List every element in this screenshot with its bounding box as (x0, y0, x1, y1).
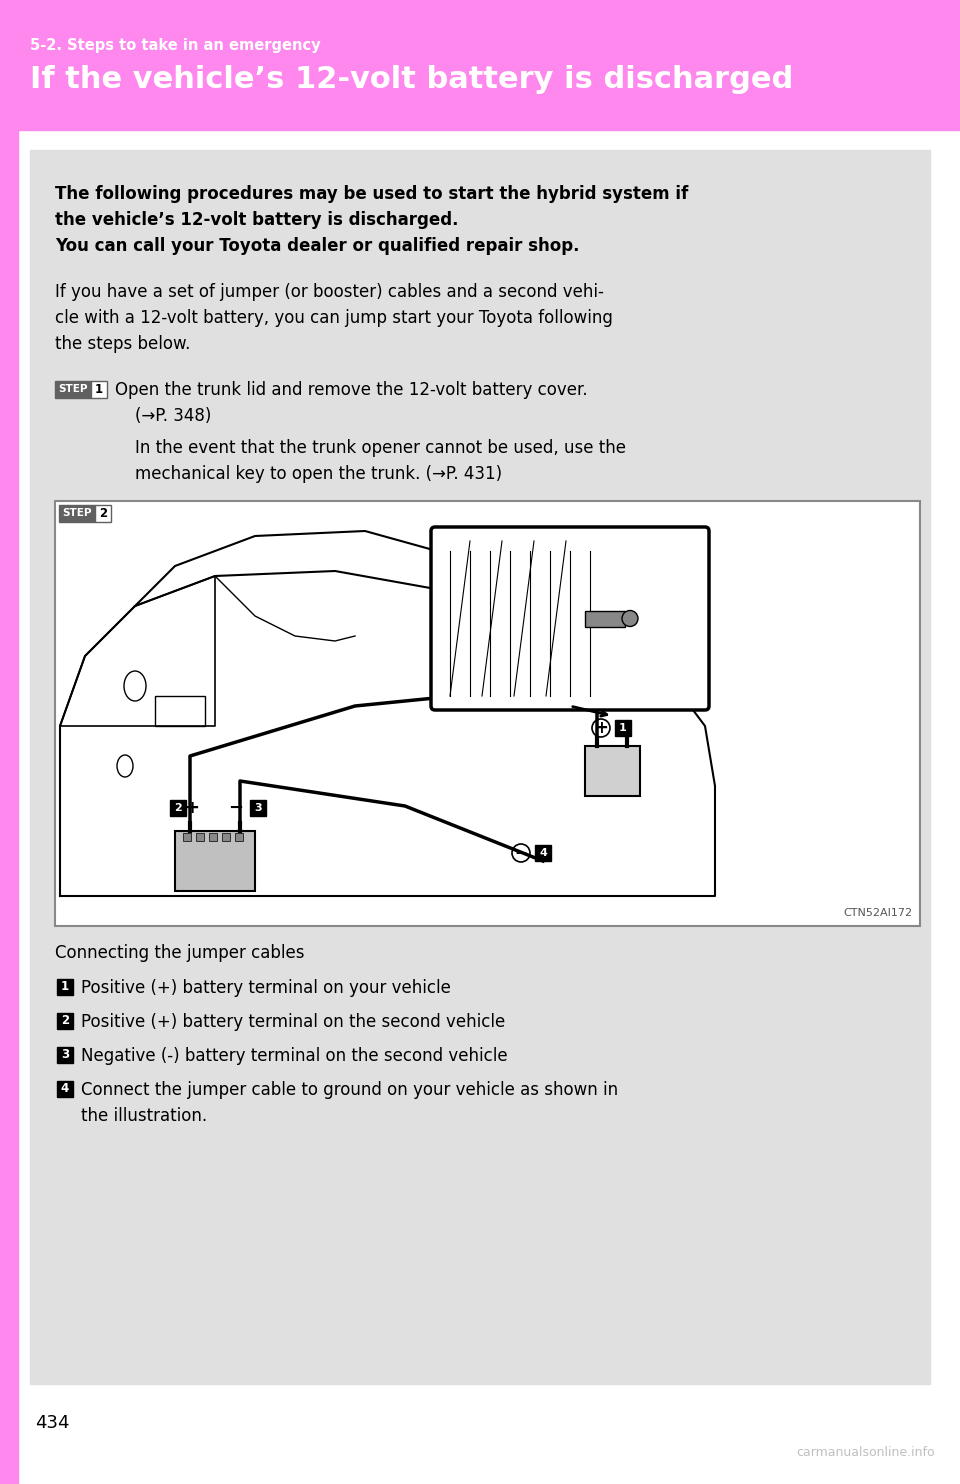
Text: Open the trunk lid and remove the 12-volt battery cover.: Open the trunk lid and remove the 12-vol… (115, 381, 588, 399)
Bar (57, 1080, 73, 1097)
Bar (183, 833, 191, 841)
Bar (55, 381, 91, 398)
Text: Positive (+) battery terminal on your vehicle: Positive (+) battery terminal on your ve… (81, 979, 451, 997)
Bar (57, 1014, 73, 1028)
Text: 3: 3 (60, 1049, 69, 1061)
Text: 1: 1 (95, 383, 103, 396)
Bar (59, 505, 95, 522)
Bar (196, 833, 204, 841)
Text: 5-2. Steps to take in an emergency: 5-2. Steps to take in an emergency (30, 39, 321, 53)
Text: the illustration.: the illustration. (81, 1107, 207, 1125)
Text: 1: 1 (60, 981, 69, 993)
Bar (55, 502, 920, 926)
Bar (535, 844, 551, 861)
Circle shape (622, 610, 638, 626)
Text: 4: 4 (60, 1082, 69, 1095)
Text: You can call your Toyota dealer or qualified repair shop.: You can call your Toyota dealer or quali… (55, 237, 580, 255)
Bar (585, 746, 640, 795)
Bar (222, 833, 230, 841)
Text: STEP: STEP (62, 509, 92, 518)
Bar (57, 979, 73, 994)
Text: 2: 2 (60, 1015, 69, 1027)
Text: mechanical key to open the trunk. (→P. 431): mechanical key to open the trunk. (→P. 4… (135, 464, 502, 482)
Text: 434: 434 (35, 1414, 69, 1432)
Bar (95, 505, 111, 522)
Text: If you have a set of jumper (or booster) cables and a second vehi-: If you have a set of jumper (or booster)… (55, 283, 604, 301)
Bar (209, 833, 217, 841)
Text: 2: 2 (99, 508, 108, 519)
Text: cle with a 12-volt battery, you can jump start your Toyota following: cle with a 12-volt battery, you can jump… (55, 309, 612, 326)
Text: +: + (594, 720, 608, 738)
Text: Connecting the jumper cables: Connecting the jumper cables (55, 944, 304, 962)
Text: 3: 3 (254, 803, 262, 813)
Text: Positive (+) battery terminal on the second vehicle: Positive (+) battery terminal on the sec… (81, 1014, 505, 1031)
Bar (57, 1048, 73, 1063)
Bar (170, 800, 186, 816)
Bar (250, 800, 266, 816)
Text: 4: 4 (540, 847, 547, 858)
Text: (→P. 348): (→P. 348) (135, 407, 211, 424)
Text: In the event that the trunk opener cannot be used, use the: In the event that the trunk opener canno… (135, 439, 626, 457)
Text: The following procedures may be used to start the hybrid system if: The following procedures may be used to … (55, 186, 688, 203)
Text: 2: 2 (174, 803, 181, 813)
Bar (91, 381, 107, 398)
Bar (235, 833, 243, 841)
Text: −: − (515, 846, 527, 861)
Bar (0, 0, 960, 131)
Text: +: + (184, 798, 200, 818)
Bar (615, 720, 631, 736)
Text: the vehicle’s 12-volt battery is discharged.: the vehicle’s 12-volt battery is dischar… (55, 211, 459, 229)
FancyBboxPatch shape (431, 527, 709, 709)
Bar (585, 610, 625, 626)
Text: If the vehicle’s 12-volt battery is discharged: If the vehicle’s 12-volt battery is disc… (30, 65, 793, 93)
Text: 1: 1 (619, 723, 627, 733)
Bar (30, 150, 930, 1385)
Text: STEP: STEP (59, 384, 87, 395)
Text: CTN52AI172: CTN52AI172 (843, 908, 912, 919)
Text: the steps below.: the steps below. (55, 335, 190, 353)
Text: Negative (-) battery terminal on the second vehicle: Negative (-) battery terminal on the sec… (81, 1048, 508, 1066)
Bar (0, 0, 18, 1484)
Text: −: − (228, 798, 244, 818)
Text: carmanualsonline.info: carmanualsonline.info (797, 1445, 935, 1459)
Bar (155, 696, 205, 726)
Bar (175, 831, 255, 890)
Text: Connect the jumper cable to ground on your vehicle as shown in: Connect the jumper cable to ground on yo… (81, 1080, 618, 1100)
